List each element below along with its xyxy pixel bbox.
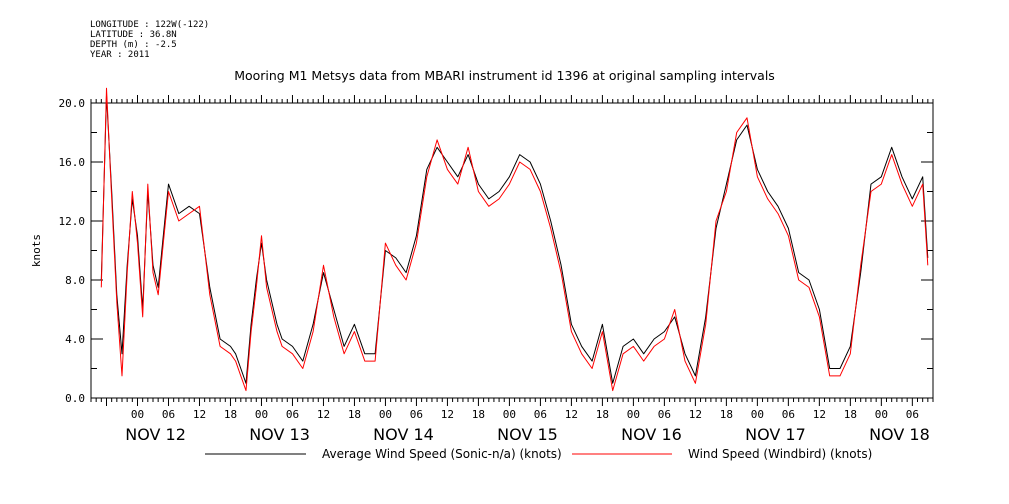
x-hour-label: 06 bbox=[658, 408, 671, 421]
x-hour-label: 18 bbox=[224, 408, 237, 421]
x-hour-label: 12 bbox=[565, 408, 578, 421]
x-hour-label: 06 bbox=[286, 408, 299, 421]
x-day-label: NOV 15 bbox=[497, 425, 558, 444]
y-tick-label: 12.0 bbox=[59, 215, 86, 228]
y-tick-label: 16.0 bbox=[59, 156, 86, 169]
y-tick-label: 8.0 bbox=[65, 274, 85, 287]
x-hour-label: 06 bbox=[534, 408, 547, 421]
x-day-label: NOV 17 bbox=[745, 425, 806, 444]
x-hour-label: 12 bbox=[441, 408, 454, 421]
longitude-text: LONGITUDE : 122W(-122) bbox=[90, 20, 210, 30]
x-hour-label: 12 bbox=[317, 408, 330, 421]
legend-label-windbird: Wind Speed (Windbird) (knots) bbox=[688, 447, 872, 461]
station-metadata: LONGITUDE : 122W(-122) LATITUDE : 36.8N … bbox=[90, 20, 209, 60]
x-hour-label: 00 bbox=[875, 408, 888, 421]
y-tick-label: 0.0 bbox=[65, 392, 85, 405]
x-hour-label: 00 bbox=[255, 408, 268, 421]
series-line-windbird bbox=[100, 87, 929, 392]
x-hour-label: 12 bbox=[193, 408, 206, 421]
x-hour-label: 00 bbox=[131, 408, 144, 421]
x-hour-label: 00 bbox=[503, 408, 516, 421]
legend-label-average-sonic: Average Wind Speed (Sonic-n/a) (knots) bbox=[322, 447, 562, 461]
year-text: YEAR : 2011 bbox=[90, 50, 150, 60]
x-day-label: NOV 12 bbox=[125, 425, 186, 444]
y-tick-label: 20.0 bbox=[59, 97, 86, 110]
x-day-label: NOV 16 bbox=[621, 425, 682, 444]
x-hour-label: 00 bbox=[627, 408, 640, 421]
x-hour-label: 18 bbox=[472, 408, 485, 421]
x-day-label: NOV 18 bbox=[869, 425, 930, 444]
chart-title: Mooring M1 Metsys data from MBARI instru… bbox=[234, 68, 775, 83]
plot-frame bbox=[90, 102, 934, 399]
x-hour-label: 18 bbox=[720, 408, 733, 421]
y-axis-label: knots bbox=[30, 234, 43, 267]
x-day-label: NOV 14 bbox=[373, 425, 434, 444]
x-hour-label: 12 bbox=[689, 408, 702, 421]
x-hour-label: 00 bbox=[379, 408, 392, 421]
series-line-average-sonic bbox=[100, 95, 929, 384]
x-hour-label: 18 bbox=[596, 408, 609, 421]
x-hour-label: 06 bbox=[782, 408, 795, 421]
x-day-label: NOV 13 bbox=[249, 425, 310, 444]
x-hour-label: 00 bbox=[751, 408, 764, 421]
x-hour-label: 06 bbox=[162, 408, 175, 421]
x-hour-label: 06 bbox=[906, 408, 919, 421]
x-hour-label: 18 bbox=[348, 408, 361, 421]
depth-text: DEPTH (m) : -2.5 bbox=[90, 40, 177, 50]
x-hour-label: 18 bbox=[844, 408, 857, 421]
x-hour-label: 12 bbox=[813, 408, 826, 421]
latitude-text: LATITUDE : 36.8N bbox=[90, 30, 177, 40]
x-hour-label: 06 bbox=[410, 408, 423, 421]
y-tick-label: 4.0 bbox=[65, 333, 85, 346]
